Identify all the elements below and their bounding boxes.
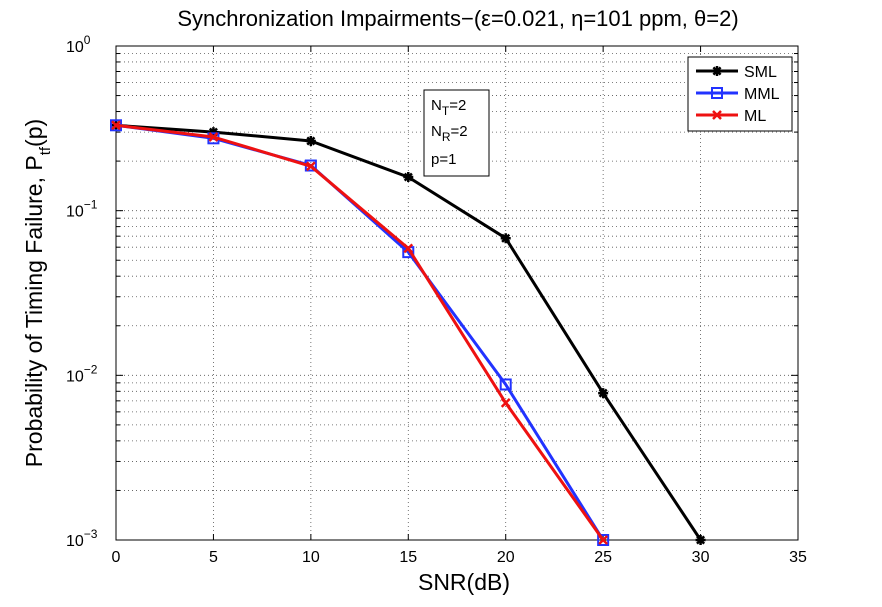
legend-item-ml: ML (696, 108, 766, 125)
annotation-frame (423, 89, 490, 177)
x-tick-label: 15 (399, 549, 417, 566)
y-axis-label: Probability of Timing Failure, Ptf(p) (21, 119, 54, 467)
data-point-ml (403, 243, 414, 254)
y-axis-label-tail: (p) (21, 119, 47, 147)
legend-label-ml: ML (744, 108, 766, 125)
legend-marker-mml (711, 87, 723, 99)
series-ml (111, 120, 609, 545)
data-point-sml (208, 127, 219, 138)
data-point-sml (695, 535, 706, 545)
data-point-ml (208, 132, 219, 142)
data-point-sml (403, 172, 414, 183)
annotation-line-p: p=1 (431, 151, 456, 168)
legend: SML MML ML (687, 56, 793, 132)
y-tick-label: 100 (66, 33, 91, 56)
series-mml (110, 119, 610, 546)
series-line-sml (115, 123, 702, 541)
x-tick-label: 25 (594, 549, 612, 566)
x-tick-label: 5 (209, 549, 218, 566)
legend-marker-sml (712, 66, 722, 76)
y-axis-label-main: Probability of Timing Failure, P (21, 155, 47, 467)
y-tick-label: 10−2 (66, 362, 98, 385)
data-point-ml (598, 535, 609, 545)
axis-ticks: 0 5 10 15 20 25 30 35 100 10−1 10−2 10−3 (66, 33, 807, 566)
y-axis-label-sub: tf (37, 146, 54, 155)
x-tick-label: 30 (692, 549, 710, 566)
annotation-line-nt: NT=2 (431, 97, 466, 118)
data-point-ml (500, 398, 511, 408)
data-point-sml (500, 233, 511, 244)
plot-frame (115, 45, 799, 541)
data-point-mml (597, 534, 610, 546)
y-tick-label: 10−3 (66, 527, 98, 550)
legend-item-mml: MML (696, 86, 780, 103)
x-tick-label: 0 (112, 549, 121, 566)
chart-title: Synchronization Impairments−(ε=0.021, η=… (177, 6, 738, 31)
series-line-mml (115, 123, 605, 541)
legend-label-mml: MML (744, 86, 780, 103)
x-tick-label: 10 (302, 549, 320, 566)
x-tick-label: 20 (497, 549, 515, 566)
series-layer (110, 119, 706, 546)
data-point-mml (499, 378, 512, 391)
series-sml (111, 120, 706, 545)
data-point-sml (305, 135, 316, 146)
x-axis-label: SNR(dB) (418, 569, 510, 595)
annotation-line-nr: NR=2 (431, 123, 468, 144)
legend-item-sml: SML (696, 64, 777, 81)
legend-marker-ml (712, 110, 722, 120)
data-point-ml (111, 120, 121, 131)
annotation-box: NT=2 NR=2 p=1 (423, 89, 490, 177)
x-tick-label: 35 (789, 549, 807, 566)
y-tick-label: 10−1 (66, 198, 98, 221)
data-point-ml (305, 161, 316, 172)
legend-label-sml: SML (744, 64, 777, 81)
data-point-sml (598, 388, 609, 399)
series-line-ml (115, 123, 605, 541)
